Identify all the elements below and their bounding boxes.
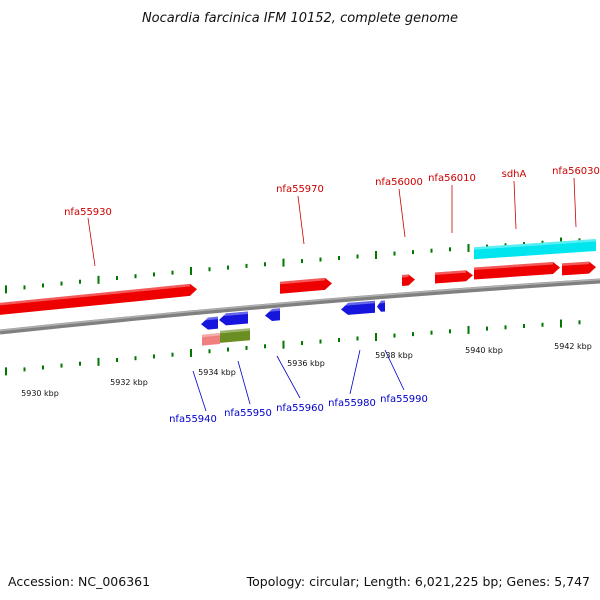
gene-features <box>0 238 596 346</box>
topology-summary-text: Topology: circular; Length: 6,021,225 bp… <box>246 574 590 589</box>
gene-label-nfa55960: nfa55960 <box>276 403 324 414</box>
gene-arrow-nfa56000 <box>402 274 415 286</box>
gene-arrow-nfa55930-sheen <box>0 283 190 306</box>
gene-arrow-nfa55970 <box>280 277 332 294</box>
gene-label-nfa55950: nfa55950 <box>224 408 272 419</box>
leader-line-nfa56030 <box>573 177 577 228</box>
cyan-feature-bar <box>474 238 596 260</box>
backbone-curve <box>0 278 600 335</box>
gene-arrow-nfa55990 <box>377 300 385 312</box>
leader-line-nfa55960 <box>276 355 301 399</box>
leader-line-nfa55950 <box>237 360 251 405</box>
gene-label-nfa55970: nfa55970 <box>276 184 324 195</box>
gene-arrow-nfa55930-shape <box>0 283 197 315</box>
kbp-tick-labels: 5930 kbp 5932 kbp 5934 kbp 5936 kbp 5938 kbp… <box>21 342 592 398</box>
gene-labels: nfa55930 nfa55970 nfa56000 nfa56010 sdhA nfa5… <box>64 166 600 425</box>
olive-feature-box-shape <box>220 328 250 343</box>
leader-line-nfa55940 <box>192 370 207 412</box>
gene-arrow-nfa55940 <box>201 316 218 330</box>
gene-arrow-nfa55940-sheen <box>201 316 218 321</box>
leader-line-sdhA <box>513 180 517 230</box>
gene-label-sdhA: sdhA <box>502 169 527 180</box>
kbp-tick-label: 5940 kbp <box>465 346 503 355</box>
olive-feature-box-sheen <box>220 328 250 334</box>
salmon-feature-box <box>202 332 220 346</box>
gene-arrow-nfa55990-sheen <box>377 300 385 304</box>
gene-arrow-nfa56030-sheen <box>562 261 589 266</box>
olive-feature-box <box>220 328 250 343</box>
gene-arrow-nfa56010-sheen <box>435 270 466 276</box>
gene-arrow-nfa55950-shape <box>219 311 248 326</box>
gene-arrow-nfa55970-sheen <box>280 277 325 285</box>
gene-arrow-nfa56030 <box>562 261 596 276</box>
kbp-tick-label: 5938 kbp <box>375 351 413 360</box>
gene-arrow-sdhA-sheen <box>474 262 553 271</box>
gene-arrow-nfa56000-sheen <box>402 274 409 278</box>
leader-line-nfa55970 <box>297 195 305 245</box>
gene-arrow-nfa56010 <box>435 270 473 284</box>
gene-label-nfa56010: nfa56010 <box>428 173 476 184</box>
gene-arrow-nfa55960 <box>265 308 280 322</box>
leader-line-nfa55990 <box>384 349 405 391</box>
lower-tick-marks <box>5 319 581 376</box>
map-title: Nocardia farcinica IFM 10152, complete g… <box>142 11 458 26</box>
gene-arrow-sdhA <box>474 262 560 280</box>
gene-arrow-nfa56030-shape <box>562 261 596 276</box>
gene-arrow-nfa55980-sheen <box>341 300 375 306</box>
gene-arrow-nfa55960-shape <box>265 308 280 322</box>
salmon-feature-box-shape <box>202 332 220 346</box>
gene-arrow-nfa55980-shape <box>341 300 375 315</box>
leader-line-nfa56000 <box>398 188 406 238</box>
kbp-tick-label: 5932 kbp <box>110 378 148 387</box>
gene-arrow-sdhA-shape <box>474 262 560 280</box>
leader-line-nfa55930 <box>87 217 96 267</box>
cyan-feature-bar-sheen <box>474 238 596 250</box>
gene-label-nfa55940: nfa55940 <box>169 414 217 425</box>
gene-label-nfa55930: nfa55930 <box>64 207 112 218</box>
gene-label-nfa56030: nfa56030 <box>552 166 600 177</box>
gene-arrow-nfa55970-shape <box>280 277 332 294</box>
label-leader-lines <box>87 177 577 412</box>
salmon-feature-box-sheen <box>202 332 220 338</box>
kbp-tick-label: 5930 kbp <box>21 389 59 398</box>
gene-arrow-nfa55950 <box>219 311 248 326</box>
accession-text: Accession: NC_006361 <box>8 574 150 589</box>
gene-arrow-nfa55950-sheen <box>219 311 248 317</box>
gene-label-nfa55980: nfa55980 <box>328 398 376 409</box>
gene-arrow-nfa56000-shape <box>402 274 415 286</box>
gene-arrow-nfa55960-sheen <box>265 308 280 313</box>
gene-label-nfa56000: nfa56000 <box>375 177 423 188</box>
gene-arrow-nfa55930 <box>0 283 197 315</box>
kbp-tick-label: 5942 kbp <box>554 342 592 351</box>
gene-arrow-nfa55990-shape <box>377 300 385 312</box>
cyan-feature-bar-shape <box>474 238 596 260</box>
leader-line-nfa55980 <box>349 349 361 395</box>
gene-arrow-nfa55980 <box>341 300 375 315</box>
genome-backbone <box>0 278 600 335</box>
gene-arrow-nfa55940-shape <box>201 316 218 330</box>
kbp-tick-label: 5934 kbp <box>198 368 236 377</box>
backbone-highlight <box>0 278 600 332</box>
gene-label-nfa55990: nfa55990 <box>380 394 428 405</box>
kbp-tick-label: 5936 kbp <box>287 359 325 368</box>
gene-arrow-nfa56010-shape <box>435 270 473 284</box>
